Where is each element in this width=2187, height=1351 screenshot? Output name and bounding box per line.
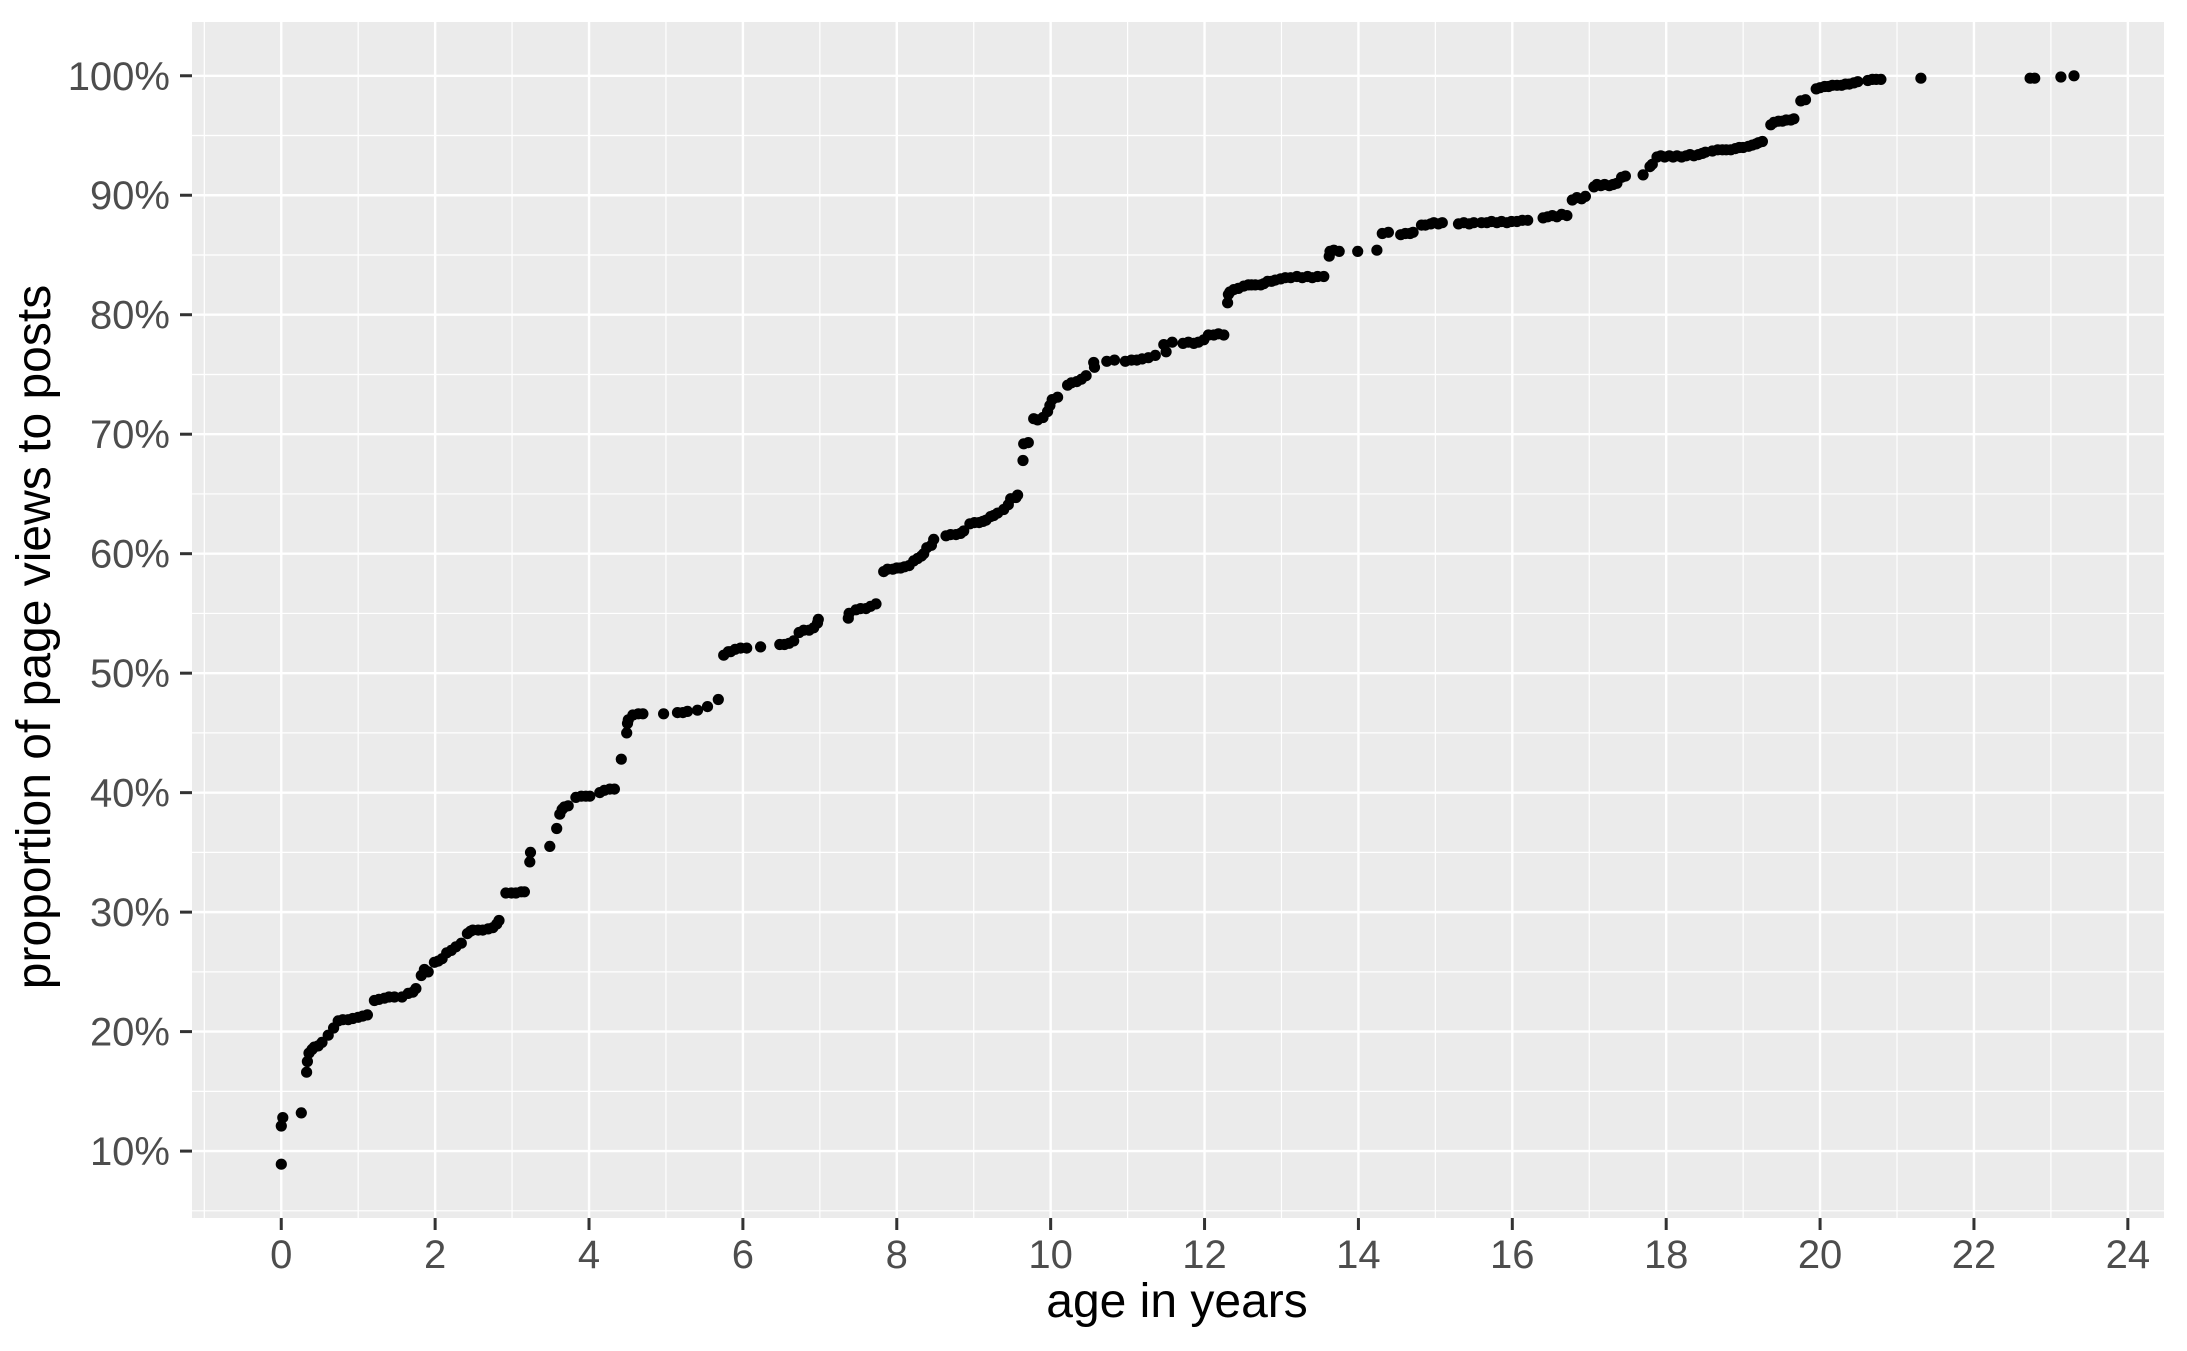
y-tick-label: 100% (68, 55, 170, 99)
data-point (518, 886, 531, 898)
y-tick-label: 40% (90, 772, 170, 816)
data-point (1436, 217, 1448, 229)
data-point (1318, 270, 1330, 283)
data-point (301, 1055, 313, 1068)
data-point (621, 727, 633, 739)
data-point (1522, 214, 1534, 226)
data-point (1561, 210, 1573, 222)
data-point (410, 983, 422, 995)
data-point (1371, 244, 1383, 256)
x-tick-label: 10 (1028, 1233, 1073, 1277)
data-point (928, 533, 940, 546)
data-point (741, 642, 753, 654)
data-point (691, 704, 704, 716)
data-point (658, 708, 670, 720)
data-point (524, 856, 536, 868)
plot-panel (192, 22, 2164, 1218)
data-point (755, 641, 767, 653)
data-point (1619, 170, 1631, 182)
y-tick-label: 90% (90, 174, 170, 218)
data-point (1468, 217, 1480, 229)
data-point (1088, 361, 1101, 373)
data-point (1799, 94, 1812, 106)
x-tick-label: 4 (578, 1233, 600, 1277)
data-point (2055, 71, 2067, 83)
data-point (493, 914, 505, 927)
x-tick-label: 0 (270, 1233, 292, 1277)
data-point (1756, 135, 1768, 148)
x-tick-label: 18 (1644, 1233, 1689, 1277)
data-point (1160, 346, 1172, 358)
data-point (422, 966, 434, 978)
y-tick-label: 50% (90, 652, 170, 696)
data-point (2029, 72, 2041, 84)
data-point (1166, 336, 1178, 348)
data-point (608, 783, 621, 795)
data-point (1333, 245, 1345, 257)
data-point (1382, 226, 1394, 238)
data-point (712, 693, 724, 706)
data-point (1052, 391, 1064, 403)
data-point (1080, 370, 1092, 382)
data-point (524, 846, 537, 859)
x-tick-label: 16 (1490, 1233, 1535, 1277)
x-tick-label: 8 (886, 1233, 908, 1277)
data-point (544, 840, 556, 853)
y-tick-label: 30% (90, 891, 170, 935)
x-tick-label: 14 (1336, 1233, 1381, 1277)
data-point (1108, 354, 1121, 366)
data-point (1579, 190, 1591, 202)
data-point (455, 937, 467, 949)
data-point (788, 635, 800, 647)
x-axis-title: age in years (1046, 1275, 1308, 1328)
data-point (1788, 113, 1800, 125)
data-point (1637, 169, 1649, 181)
data-point (1022, 437, 1034, 449)
data-point (2068, 70, 2080, 82)
axes: 0 2 4 6 8 10 12 14 16 18 20 22 2410%20%30%40%50%60%7… (68, 55, 2150, 1277)
y-axis-title: proportion of page views to posts (8, 285, 61, 989)
data-point (681, 705, 694, 718)
data-point (1407, 226, 1419, 238)
y-tick-label: 80% (90, 294, 170, 338)
data-point (1017, 454, 1029, 467)
data-point (1149, 349, 1161, 361)
data-point (812, 613, 824, 626)
data-point (1218, 329, 1230, 341)
data-point (301, 1066, 313, 1078)
data-point (584, 790, 596, 802)
data-point (1875, 73, 1887, 85)
x-tick-label: 24 (2106, 1233, 2151, 1277)
data-point (275, 1158, 287, 1170)
x-tick-label: 2 (424, 1233, 446, 1277)
data-point (637, 708, 649, 720)
data-point (1222, 297, 1234, 309)
x-tick-label: 6 (732, 1233, 754, 1277)
data-point (275, 1120, 287, 1132)
data-point (615, 753, 627, 765)
y-tick-label: 60% (90, 533, 170, 577)
data-point (295, 1107, 307, 1119)
y-tick-label: 10% (90, 1130, 170, 1174)
data-point (277, 1112, 289, 1124)
y-tick-label: 20% (90, 1011, 170, 1055)
data-point (1352, 245, 1364, 257)
x-tick-label: 22 (1952, 1233, 1997, 1277)
x-tick-label: 20 (1798, 1233, 1843, 1277)
data-point (1915, 72, 1927, 84)
data-point (870, 598, 882, 610)
data-point (361, 1009, 373, 1021)
data-point (1852, 76, 1864, 88)
x-tick-label: 12 (1182, 1233, 1227, 1277)
data-point (562, 800, 574, 812)
panel-background (192, 22, 2164, 1218)
y-tick-label: 70% (90, 413, 170, 457)
data-point (1012, 489, 1024, 501)
data-point (551, 822, 563, 835)
data-point (701, 701, 714, 713)
